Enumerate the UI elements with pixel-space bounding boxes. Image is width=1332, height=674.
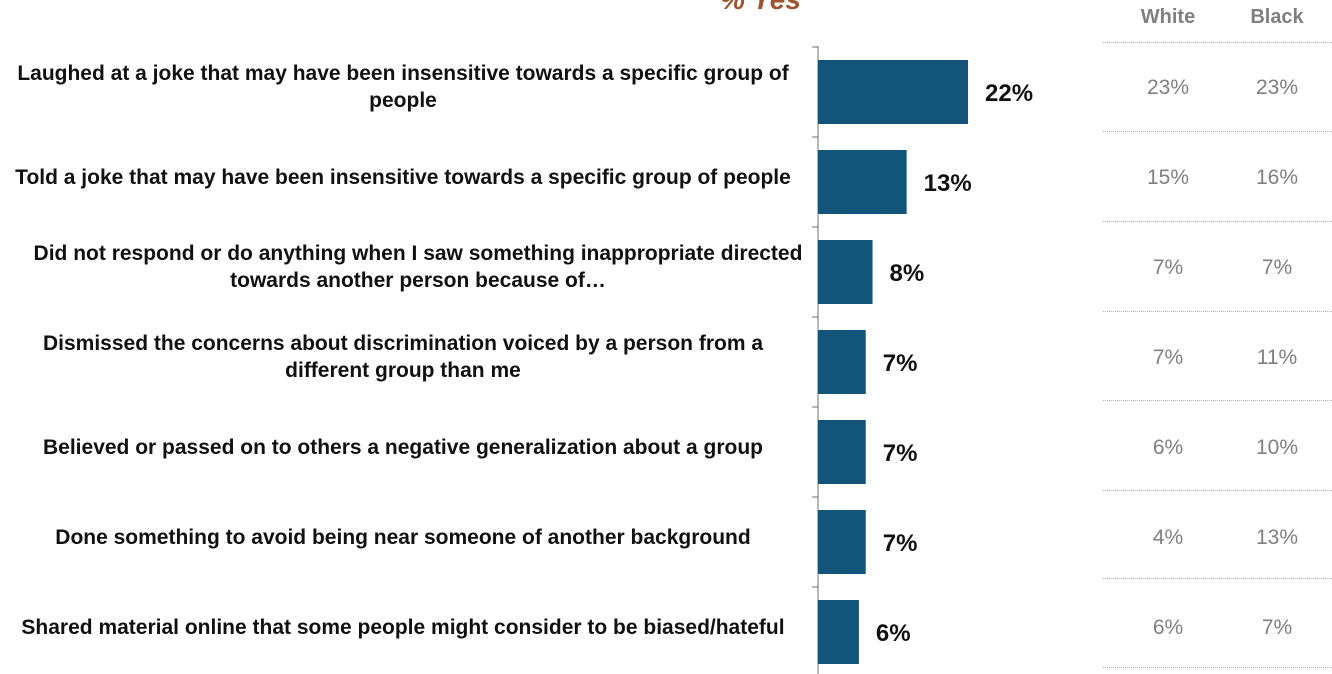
category-label-5: Done something to avoid being near someo… [55, 525, 751, 549]
value-label-5: 7% [882, 530, 918, 557]
white-value-1: 15% [1146, 166, 1190, 189]
table-separator [1103, 667, 1332, 668]
bar-1 [818, 150, 907, 214]
category-label-2: Did not respond or do anything when I sa… [33, 242, 803, 292]
table-separator [1103, 490, 1332, 491]
value-label-3: 7% [882, 350, 918, 377]
black-value-5: 13% [1255, 526, 1299, 549]
category-label-6: Shared material online that some people … [21, 615, 785, 639]
bar-5 [818, 510, 866, 574]
chart-title: % Yes [720, 0, 801, 16]
table-separator [1103, 311, 1332, 312]
white-value-5: 4% [1152, 526, 1184, 549]
table-separator [1103, 131, 1332, 132]
black-value-4: 10% [1255, 436, 1299, 459]
table-separator [1103, 578, 1332, 579]
table-separator [1103, 42, 1332, 43]
bar-6 [818, 600, 859, 664]
value-label-6: 6% [875, 620, 911, 647]
value-label-2: 8% [889, 260, 925, 287]
value-label-0: 22% [985, 80, 1034, 107]
value-label-1: 13% [923, 170, 972, 197]
column-header-black: Black [1250, 6, 1304, 28]
table-separator [1103, 400, 1332, 401]
table-separator [1103, 221, 1332, 222]
bar-3 [818, 330, 866, 394]
black-value-6: 7% [1261, 616, 1293, 639]
bar-4 [818, 420, 866, 484]
white-value-0: 23% [1146, 76, 1190, 99]
column-header-white: White [1140, 6, 1196, 28]
category-label-1: Told a joke that may have been insensiti… [15, 165, 791, 189]
bar-0 [818, 60, 968, 124]
white-value-6: 6% [1152, 616, 1184, 639]
white-value-3: 7% [1152, 346, 1184, 369]
black-value-3: 11% [1256, 346, 1298, 369]
white-value-4: 6% [1152, 436, 1184, 459]
value-label-4: 7% [882, 440, 918, 467]
black-value-2: 7% [1261, 256, 1293, 279]
category-label-4: Believed or passed on to others a negati… [43, 435, 763, 459]
black-value-0: 23% [1255, 76, 1299, 99]
bar-2 [818, 240, 873, 304]
white-value-2: 7% [1152, 256, 1184, 279]
black-value-1: 16% [1255, 166, 1299, 189]
category-label-0: Laughed at a joke that may have been ins… [17, 62, 789, 112]
category-label-3: Dismissed the concerns about discriminat… [42, 332, 764, 382]
